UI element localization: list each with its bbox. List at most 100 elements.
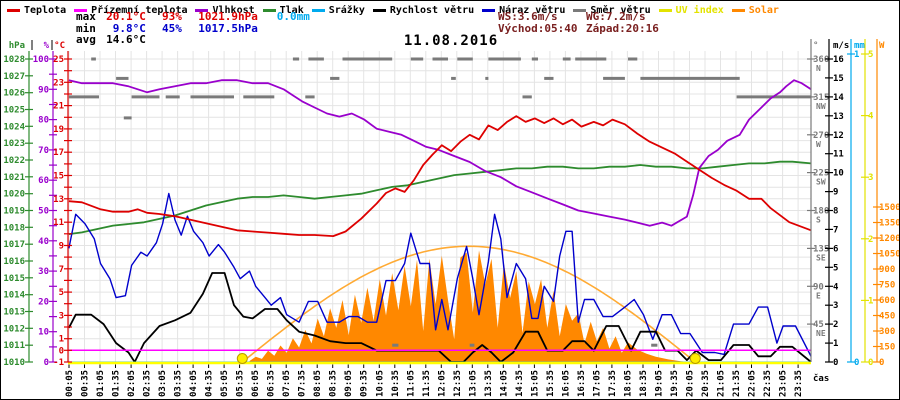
- axis-humidity: 0 10 20 30 40 50 60 70 80 90 100: [33, 51, 57, 368]
- svg-text:1019: 1019: [3, 207, 25, 217]
- legend-swatch: [372, 8, 386, 12]
- svg-text:600: 600: [879, 296, 895, 306]
- svg-text:SE: SE: [816, 253, 826, 262]
- sun-stats-row: Východ:05:40 Západ:20:16: [498, 21, 659, 35]
- max-pressure: 1021.9hPa: [198, 10, 258, 23]
- svg-text:70: 70: [38, 146, 49, 156]
- svg-text:4: 4: [833, 282, 839, 292]
- max-temperature: 20.1°C: [106, 10, 146, 23]
- axis-solar: 0 150 300 450 600 750 900 1050 1200 1350 1500: [873, 39, 900, 368]
- max-label: max: [76, 10, 96, 23]
- svg-text:1200: 1200: [879, 234, 900, 244]
- svg-text:1: 1: [854, 50, 859, 60]
- svg-text:21: 21: [53, 102, 64, 112]
- svg-text:8: 8: [833, 207, 838, 217]
- svg-text:08:35: 08:35: [329, 370, 339, 397]
- svg-text:150: 150: [879, 343, 895, 353]
- svg-text:22:05: 22:05: [748, 370, 758, 397]
- svg-text:11:35: 11:35: [422, 370, 432, 397]
- svg-text:4: 4: [868, 112, 874, 122]
- svg-text:14:35: 14:35: [515, 370, 525, 397]
- svg-text:SW: SW: [816, 178, 826, 187]
- svg-text:22:35: 22:35: [763, 370, 773, 397]
- svg-text:°C: °C: [54, 41, 65, 51]
- svg-text:09:05: 09:05: [344, 370, 354, 397]
- svg-text:360: 360: [813, 55, 829, 65]
- svg-text:%: %: [44, 41, 50, 51]
- legend-swatch: [731, 8, 745, 12]
- stats-min-row: min 9.8°C 45% 1017.5hPa: [76, 21, 310, 35]
- max-rain: 0.0mm: [276, 10, 310, 23]
- svg-text:03:05: 03:05: [158, 370, 168, 397]
- svg-text:7: 7: [833, 225, 838, 235]
- min-label: min: [76, 21, 96, 35]
- svg-text:3: 3: [868, 173, 873, 183]
- svg-text:5: 5: [59, 288, 64, 298]
- svg-text:08:05: 08:05: [313, 370, 323, 397]
- svg-text:11: 11: [833, 150, 844, 160]
- legend-label: Tlak: [279, 4, 304, 16]
- svg-text:NW: NW: [816, 102, 826, 111]
- svg-text:11:05: 11:05: [406, 370, 416, 397]
- svg-text:S: S: [816, 216, 821, 225]
- svg-text:13:05: 13:05: [468, 370, 478, 397]
- svg-text:225: 225: [813, 169, 829, 179]
- sunrise-time: Východ:05:40: [498, 21, 578, 35]
- legend-item-0: Teplota: [7, 5, 66, 16]
- legend-swatch: [573, 8, 587, 12]
- svg-text:180: 180: [813, 207, 829, 217]
- svg-text:14: 14: [833, 93, 844, 103]
- svg-text:NE: NE: [816, 329, 826, 338]
- svg-text:14:05: 14:05: [499, 370, 509, 397]
- stats-block-right: WS:3.6m/s WG:7.2m/s Východ:05:40 Západ:20:…: [498, 11, 659, 34]
- svg-text:09:35: 09:35: [360, 370, 370, 397]
- svg-text:1022: 1022: [3, 156, 25, 166]
- svg-text:W: W: [879, 41, 885, 51]
- svg-text:12: 12: [833, 131, 844, 141]
- svg-text:12:05: 12:05: [437, 370, 447, 397]
- legend-label: Srážky: [328, 4, 365, 16]
- svg-text:01:35: 01:35: [112, 370, 122, 397]
- legend-label: Přízemní teplota: [91, 4, 188, 16]
- svg-text:5: 5: [868, 50, 873, 60]
- svg-text:1028: 1028: [3, 55, 25, 65]
- min-pressure: 1017.5hPa: [198, 21, 258, 35]
- svg-text:13: 13: [833, 112, 844, 122]
- svg-text:0: 0: [59, 346, 64, 356]
- svg-text:04:05: 04:05: [189, 370, 199, 397]
- svg-text:100: 100: [33, 55, 49, 65]
- svg-text:23:05: 23:05: [779, 370, 789, 397]
- max-humidity: 93%: [162, 10, 182, 23]
- svg-text:10:05: 10:05: [375, 370, 385, 397]
- svg-text:N: N: [816, 64, 821, 73]
- svg-text:E: E: [816, 291, 821, 300]
- svg-text:300: 300: [879, 327, 895, 337]
- min-humidity: 45%: [162, 21, 182, 35]
- svg-text:04:35: 04:35: [205, 370, 215, 397]
- pressure-line: [68, 160, 812, 235]
- svg-text:7: 7: [59, 265, 64, 275]
- svg-text:mm: mm: [854, 41, 865, 51]
- stats-block-left: max 20.1°C 93% 1021.9hPa 0.0mm min 9.8°C 45% 10…: [76, 11, 310, 46]
- legend-swatch: [195, 8, 209, 12]
- legend-swatch: [482, 8, 496, 12]
- svg-text:11: 11: [53, 218, 64, 228]
- svg-text:16:35: 16:35: [577, 370, 587, 397]
- svg-text:1010: 1010: [3, 358, 25, 368]
- legend-swatch: [311, 8, 325, 12]
- svg-text:1026: 1026: [3, 89, 25, 99]
- svg-text:10: 10: [833, 169, 844, 179]
- svg-text:80: 80: [38, 116, 49, 126]
- svg-text:1500: 1500: [879, 203, 900, 213]
- temperature-line: [68, 115, 812, 238]
- svg-text:19:05: 19:05: [655, 370, 665, 397]
- svg-text:06:35: 06:35: [267, 370, 277, 397]
- svg-text:02:35: 02:35: [143, 370, 153, 397]
- svg-text:270: 270: [813, 131, 829, 141]
- svg-text:3: 3: [59, 311, 64, 321]
- svg-text:06:05: 06:05: [251, 370, 261, 397]
- svg-text:15: 15: [53, 172, 64, 182]
- svg-text:25: 25: [53, 55, 64, 65]
